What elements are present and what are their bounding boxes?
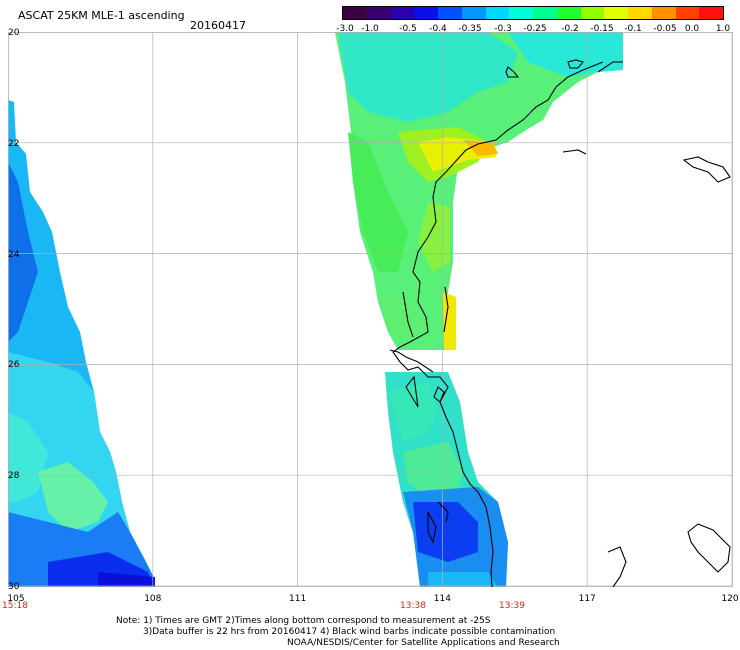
color-scale-segment	[485, 7, 510, 19]
color-scale-segment	[390, 7, 415, 19]
color-scale-tick-label: -0.25	[523, 24, 547, 34]
longitude-tick-label: 120	[721, 594, 739, 604]
note-line-2: 3)Data buffer is 22 hrs from 20160417 4)…	[143, 627, 556, 637]
latitude-tick-label: 24	[8, 249, 20, 260]
color-scale-tick-label: 1.0	[715, 24, 731, 34]
color-scale-tick-label: -0.1	[624, 24, 642, 34]
color-scale-tick-label: -0.2	[561, 24, 579, 34]
longitude-tick-label: 117	[578, 594, 596, 604]
map-date: 20160417	[190, 19, 246, 32]
color-scale-segment	[343, 7, 367, 19]
color-scale-tick-label: -1.0	[361, 24, 379, 34]
color-scale-tick-label: -0.35	[458, 24, 482, 34]
color-scale-segment	[699, 7, 723, 19]
swath-time-label: 13:38	[400, 601, 426, 611]
color-scale-labels: -3.0 -1.0 -0.5 -0.4 -0.35 -0.3 -0.25 -0.2 -0.15-…	[330, 24, 735, 36]
swath-time-label: 15:18	[2, 601, 28, 611]
color-scale-bar	[342, 6, 724, 20]
color-scale-segment	[580, 7, 605, 19]
color-scale-segment	[628, 7, 652, 19]
longitude-tick-label: 108	[144, 594, 162, 604]
latitude-tick-label: 30	[8, 582, 20, 592]
color-scale-segment	[651, 7, 676, 19]
color-scale-segment	[509, 7, 533, 19]
right-swath	[335, 32, 623, 587]
color-scale-tick-label: -3.0	[336, 24, 354, 34]
color-scale-segment	[438, 7, 462, 19]
longitude-tick-label: 111	[289, 594, 307, 604]
longitude-tick-label: 114	[433, 594, 451, 604]
map-panel	[8, 32, 733, 587]
color-scale-segment	[414, 7, 438, 19]
latitude-tick-label: 22	[8, 138, 20, 149]
left-swath	[8, 100, 155, 587]
color-scale-segment	[366, 7, 391, 19]
color-scale-tick-label: 0.0	[684, 24, 700, 34]
longitude-tick-label: 105	[7, 594, 25, 604]
map-border	[8, 32, 733, 587]
swath-time-label: 13:39	[499, 601, 525, 611]
latitude-tick-label: 26	[8, 360, 20, 371]
color-scale-segment	[604, 7, 628, 19]
color-scale-tick-label: -0.15	[590, 24, 614, 34]
color-scale-tick-label: -0.3	[494, 24, 512, 34]
lat-lon-grid	[8, 32, 733, 587]
color-scale-segment	[675, 7, 700, 19]
coastline	[389, 59, 731, 587]
color-scale-tick-label: -0.4	[429, 24, 447, 34]
color-scale-segment	[461, 7, 486, 19]
color-scale-segment	[533, 7, 557, 19]
color-scale-segment	[556, 7, 581, 19]
latitude-tick-label: 28	[8, 471, 20, 482]
note-line-1: Note: 1) Times are GMT 2)Times along bot…	[116, 616, 491, 626]
color-scale-tick-label: -0.05	[653, 24, 677, 34]
map-title: ASCAT 25KM MLE-1 ascending	[18, 9, 185, 22]
color-scale-tick-label: -0.5	[399, 24, 417, 34]
note-line-3: NOAA/NESDIS/Center for Satellite Applica…	[287, 638, 560, 648]
latitude-tick-label: 20	[8, 28, 20, 38]
